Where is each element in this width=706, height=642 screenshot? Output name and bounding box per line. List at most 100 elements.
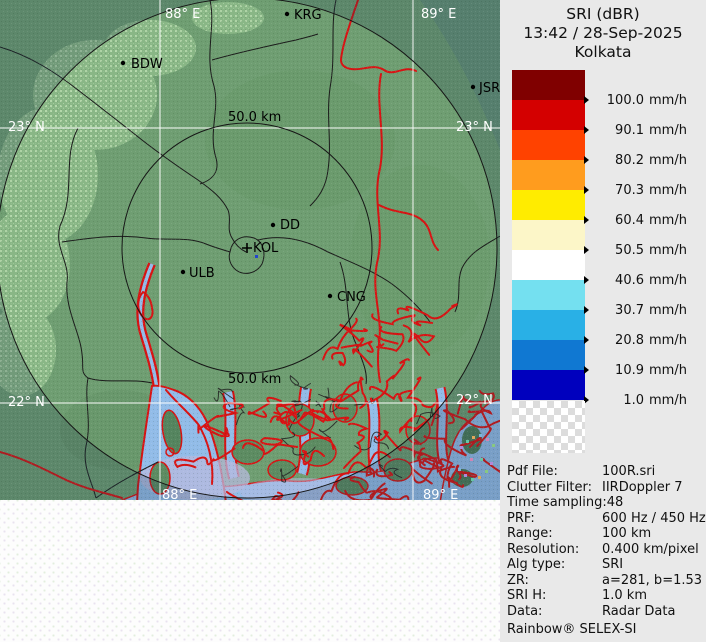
meta-value: 0.400 km/pixel: [602, 541, 699, 557]
legend-value: 100.0: [606, 92, 644, 108]
legend-unit: mm/h: [649, 392, 687, 408]
blank-area: [0, 500, 500, 642]
legend-label: 60.4 mm/h: [584, 212, 687, 228]
city-label-jsr: JSR: [478, 81, 500, 96]
legend-unit: mm/h: [649, 332, 687, 348]
legend-value: 50.5: [615, 242, 644, 258]
meta-row: Data: Radar Data: [507, 604, 705, 620]
legend-band: [512, 340, 585, 370]
meta-value: IIRDoppler 7: [602, 479, 683, 495]
meta-label: Time sampling:: [507, 495, 607, 510]
meta-value: 100R.sri: [602, 464, 656, 479]
legend-arrow-icon: [584, 276, 589, 284]
legend-band: [512, 190, 585, 220]
timestamp: 13:42 / 28-Sep-2025: [523, 24, 683, 42]
legend-swatches: [512, 70, 585, 400]
legend-label: 80.2 mm/h: [584, 152, 687, 168]
clutter-noise: [458, 434, 495, 481]
legend-unit: mm/h: [649, 182, 687, 198]
legend-value: 70.3: [615, 182, 644, 198]
meta-label: Data:: [507, 603, 543, 619]
city-label-krg: KRG: [294, 8, 322, 23]
legend-band: [512, 370, 585, 400]
city-label-ulb: ULB: [189, 266, 215, 281]
meta-value: a=281, b=1.53: [602, 572, 703, 588]
legend-unit: mm/h: [649, 152, 687, 168]
legend-value: 20.8: [615, 332, 644, 348]
meta-value: SRI: [602, 557, 624, 572]
meta-row: Time sampling:48: [507, 495, 705, 511]
legend-unit: mm/h: [649, 122, 687, 138]
legend-label: 1.0 mm/h: [584, 392, 687, 408]
grid-label-lat-top-left: 23° N: [8, 120, 45, 135]
map-labels: 88° E 89° E 23° N 23° N 22° N 22° N 88° …: [8, 7, 500, 500]
city-dot: [270, 222, 276, 228]
legend-value: 90.1: [615, 122, 644, 138]
legend-arrow-icon: [584, 336, 589, 344]
meta-row: Clutter Filter: IIRDoppler 7: [507, 480, 705, 496]
legend-value: 60.4: [615, 212, 644, 228]
city-dot: [180, 269, 186, 275]
site-name: Kolkata: [574, 43, 632, 61]
legend-label: 100.0 mm/h: [584, 92, 687, 108]
legend-label: 70.3 mm/h: [584, 182, 687, 198]
city-dot: [327, 293, 333, 299]
meta-label: Pdf File:: [507, 464, 558, 479]
legend-value: 30.7: [615, 302, 644, 318]
legend-unit: mm/h: [649, 212, 687, 228]
meta-label: Alg type:: [507, 557, 566, 572]
legend-band: [512, 250, 585, 280]
grid-label-lon-bottom-left: 88° E: [162, 488, 197, 500]
grid-label-lon-bottom-right: 89° E: [423, 488, 458, 500]
legend-unit: mm/h: [649, 362, 687, 378]
legend-band: [512, 160, 585, 190]
legend-value: 1.0: [623, 392, 644, 408]
meta-value: 48: [606, 495, 624, 510]
city-label-kol: KOL: [253, 241, 279, 256]
legend-arrow-icon: [584, 216, 589, 224]
product-title: SRI (dBR): [566, 5, 640, 23]
legend-arrow-icon: [584, 186, 589, 194]
grid-label-lon-top-right: 89° E: [421, 7, 456, 22]
meta-value: 600 Hz / 450 Hz: [602, 510, 706, 526]
legend-label: 30.7 mm/h: [584, 302, 687, 318]
meta-label: SRI H:: [507, 588, 547, 603]
legend-label: 20.8 mm/h: [584, 332, 687, 348]
legend-band: [512, 280, 585, 310]
legend-value: 80.2: [615, 152, 644, 168]
meta-label: ZR:: [507, 572, 529, 588]
legend-arrow-icon: [584, 96, 589, 104]
legend-arrow-icon: [584, 366, 589, 374]
software-credit: Rainbow® SELEX-SI: [507, 622, 637, 637]
legend-arrow-icon: [584, 306, 589, 314]
radar-site-cross-icon: [242, 243, 252, 253]
city-label-bdw: BDW: [131, 57, 163, 72]
meta-label: PRF:: [507, 510, 535, 526]
grid-label-lon-top-left: 88° E: [165, 7, 200, 22]
grid-label-lat-bottom-left: 22° N: [8, 395, 45, 410]
legend-arrow-icon: [584, 126, 589, 134]
legend-unit: mm/h: [649, 302, 687, 318]
graticule-lines: [0, 0, 500, 500]
meta-row: SRI H: 1.0 km: [507, 588, 705, 604]
legend-unit: mm/h: [649, 242, 687, 258]
info-panel: SRI (dBR) 13:42 / 28-Sep-2025 Kolkata 10…: [500, 0, 706, 642]
meta-row: ZR: a=281, b=1.53: [507, 573, 705, 589]
city-dot: [284, 11, 290, 17]
radar-map: 88° E 89° E 23° N 23° N 22° N 22° N 88° …: [0, 0, 500, 500]
meta-label: Range:: [507, 526, 553, 541]
legend-no-data-checker: [512, 401, 585, 453]
city-label-dd: DD: [280, 218, 300, 233]
title-block: SRI (dBR) 13:42 / 28-Sep-2025 Kolkata: [500, 5, 706, 62]
legend-label: 50.5 mm/h: [584, 242, 687, 258]
legend-value: 10.9: [615, 362, 644, 378]
meta-row: Resolution: 0.400 km/pixel: [507, 542, 705, 558]
meta-value: 1.0 km: [602, 588, 647, 603]
legend-label: 40.6 mm/h: [584, 272, 687, 288]
grid-label-lat-top-right: 23° N: [456, 120, 493, 135]
legend-band: [512, 100, 585, 130]
meta-label: Clutter Filter:: [507, 479, 592, 495]
radar-map-svg: 88° E 89° E 23° N 23° N 22° N 22° N 88° …: [0, 0, 500, 500]
city-dot: [120, 60, 126, 66]
